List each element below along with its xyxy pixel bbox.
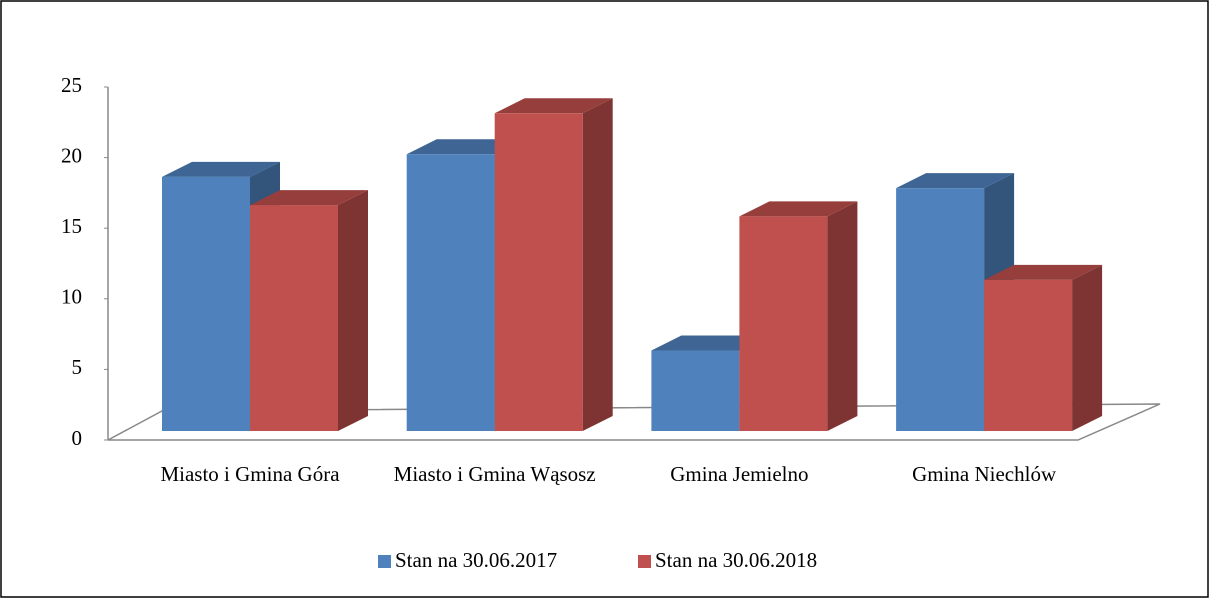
bar xyxy=(896,188,985,431)
y-tick-label: 20 xyxy=(61,143,82,167)
y-tick-label: 15 xyxy=(61,214,82,238)
legend-label: Stan na 30.06.2018 xyxy=(655,548,817,572)
y-tick-label: 5 xyxy=(72,355,83,379)
y-tick-label: 0 xyxy=(72,426,83,450)
bar-top xyxy=(739,201,858,217)
y-tick-label: 25 xyxy=(61,73,82,97)
bar-top xyxy=(250,190,368,206)
bar xyxy=(651,350,740,431)
bar-side xyxy=(1072,264,1103,431)
x-tick-label: Gmina Jemielno xyxy=(670,462,809,486)
bar xyxy=(162,176,250,431)
y-tick-label: 10 xyxy=(61,285,82,309)
bar xyxy=(494,113,583,432)
legend-swatch xyxy=(378,555,391,568)
bar-top xyxy=(984,264,1103,280)
bar-top xyxy=(896,173,1015,189)
bar-side xyxy=(582,98,613,432)
bar-top xyxy=(494,98,613,114)
bar-top xyxy=(162,161,280,177)
bar-side xyxy=(827,201,858,431)
x-tick-label: Miasto i Gmina Góra xyxy=(160,462,340,486)
floor xyxy=(107,403,1161,441)
legend-swatch xyxy=(638,555,651,568)
bar xyxy=(250,205,338,431)
x-tick-label: Gmina Niechlów xyxy=(912,462,1057,486)
bar xyxy=(984,279,1073,431)
bar-side xyxy=(338,190,368,431)
bar xyxy=(739,216,828,431)
bar xyxy=(406,154,495,432)
x-tick-label: Miasto i Gmina Wąsosz xyxy=(393,462,596,486)
legend-label: Stan na 30.06.2017 xyxy=(395,548,557,572)
